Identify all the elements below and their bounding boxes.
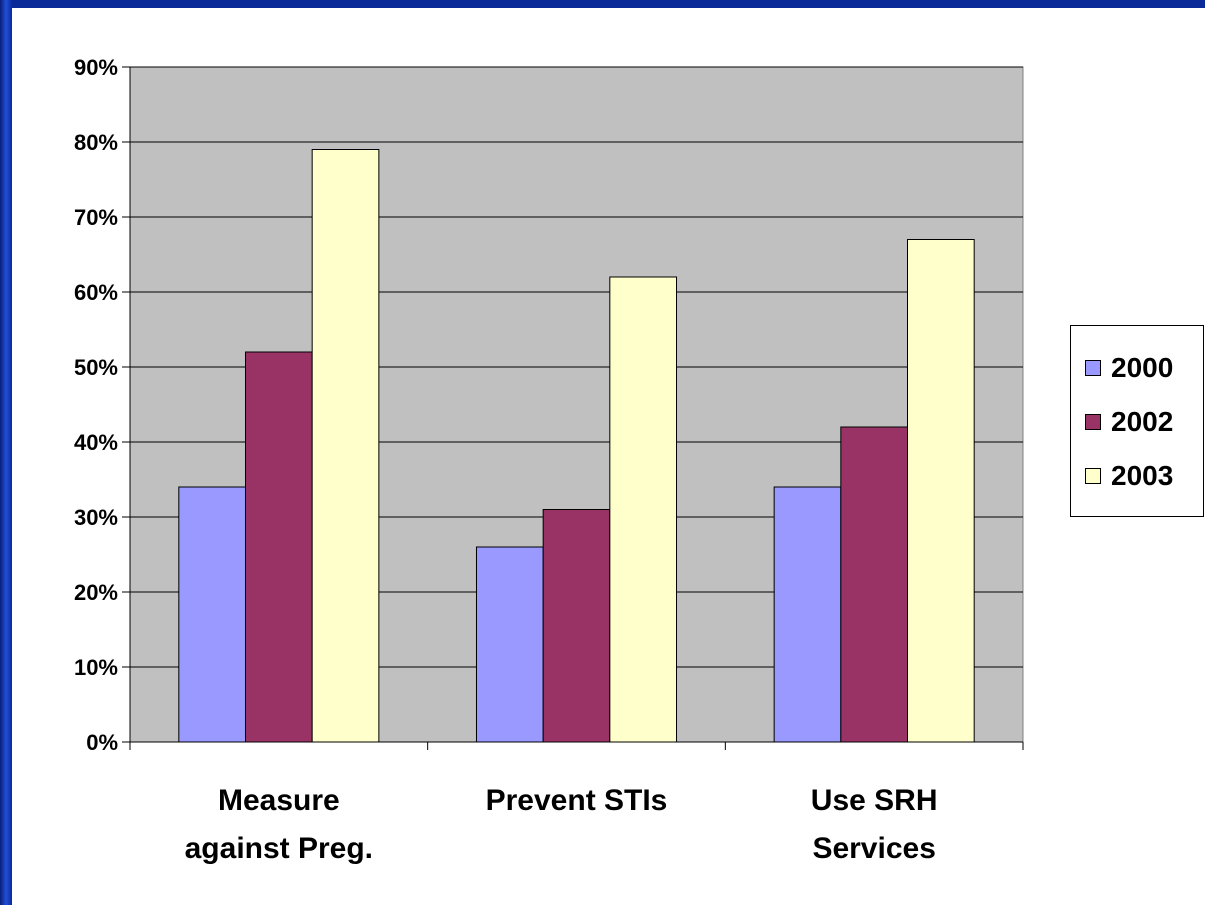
legend-item-series-3: 2003: [1085, 456, 1173, 496]
x-category-label-line: Prevent STIs: [486, 784, 668, 817]
y-tick-label: 50%: [74, 355, 118, 380]
bar-2000-3: [773, 486, 842, 743]
legend-label-series-2: 2002: [1111, 406, 1174, 437]
y-tick-label: 90%: [74, 55, 118, 80]
bar-2003-2: [609, 276, 678, 743]
bar-2003-3: [907, 239, 975, 743]
slide: 0% 10% 20% 30% 40% 50% 60% 70% 80% 90% Measure agai…: [12, 8, 1205, 905]
y-tick-label: 60%: [74, 280, 118, 305]
bar-chart: 0% 10% 20% 30% 40% 50% 60% 70% 80% 90% Measure agai…: [74, 55, 1024, 865]
bar-2000-1: [178, 486, 246, 743]
x-category-label-line: against Preg.: [185, 832, 373, 865]
y-tick-label: 40%: [74, 430, 118, 455]
legend-item-series-1: 2000: [1085, 348, 1173, 388]
bar-2002-1: [244, 351, 313, 743]
legend-label-series-3: 2003: [1111, 460, 1174, 491]
y-tick-label: 30%: [74, 505, 118, 530]
legend-swatch-series-2: [1085, 414, 1101, 430]
x-category-label: Prevent STIs: [486, 784, 668, 817]
chart-legend: 2000 2002 2003: [1070, 325, 1204, 517]
x-category-label-line: Use SRH: [811, 784, 938, 817]
legend-item-series-2: 2002: [1085, 402, 1173, 442]
x-category-label-line: Services: [812, 832, 935, 865]
y-tick-label: 20%: [74, 580, 118, 605]
x-category-label-line: Measure: [218, 784, 340, 817]
bar-2002-2: [542, 509, 611, 743]
y-tick-label: 10%: [74, 655, 118, 680]
x-category-label: Measure against Preg.: [185, 784, 373, 865]
y-tick-label: 80%: [74, 130, 118, 155]
bar-2000-2: [475, 546, 544, 743]
legend-swatch-series-3: [1085, 468, 1101, 484]
x-category-label: Use SRH Services: [811, 784, 938, 865]
legend-swatch-series-1: [1085, 360, 1101, 376]
legend-label-series-1: 2000: [1111, 352, 1174, 383]
y-tick-label: 70%: [74, 205, 118, 230]
y-tick-label: 0%: [86, 730, 118, 755]
bar-2002-3: [840, 426, 909, 743]
bar-2003-1: [311, 149, 380, 743]
